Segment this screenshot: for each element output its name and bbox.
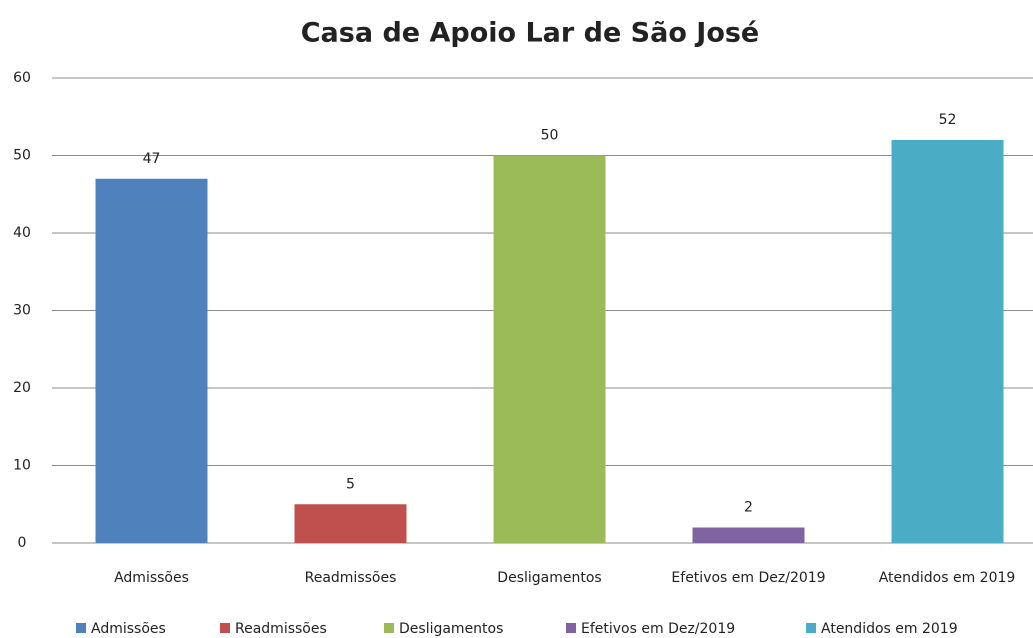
- y-tick-label: 30: [13, 303, 31, 319]
- bar: [692, 527, 805, 543]
- y-tick-label: 40: [13, 225, 31, 241]
- legend-swatch: [384, 623, 394, 633]
- y-tick-label: 20: [13, 380, 31, 396]
- data-label: 2: [744, 500, 753, 516]
- x-tick-label: Atendidos em 2019: [879, 570, 1016, 586]
- x-tick-label: Desligamentos: [497, 570, 601, 586]
- legend-label: Desligamentos: [399, 621, 503, 637]
- legend-swatch: [806, 623, 816, 633]
- y-tick-label: 50: [13, 148, 31, 164]
- data-label: 52: [939, 112, 957, 128]
- legend-swatch: [76, 623, 86, 633]
- y-tick-label: 0: [18, 535, 27, 551]
- x-tick-label: Readmissões: [305, 570, 397, 586]
- data-label: 5: [346, 476, 355, 492]
- legend-swatch: [220, 623, 230, 633]
- x-tick-label: Efetivos em Dez/2019: [671, 570, 825, 586]
- legend-swatch: [566, 623, 576, 633]
- data-label: 50: [541, 128, 559, 144]
- legend-label: Admissões: [91, 621, 166, 637]
- data-label: 47: [143, 151, 161, 167]
- y-tick-label: 10: [13, 458, 31, 474]
- bar: [891, 140, 1004, 543]
- bar: [294, 504, 407, 543]
- legend-label: Readmissões: [235, 621, 327, 637]
- y-tick-label: 60: [13, 70, 31, 86]
- bar: [95, 178, 208, 543]
- legend-label: Efetivos em Dez/2019: [581, 621, 735, 637]
- chart-title: Casa de Apoio Lar de São José: [301, 18, 760, 49]
- x-tick-label: Admissões: [114, 570, 189, 586]
- legend-label: Atendidos em 2019: [821, 621, 958, 637]
- bar: [493, 155, 606, 543]
